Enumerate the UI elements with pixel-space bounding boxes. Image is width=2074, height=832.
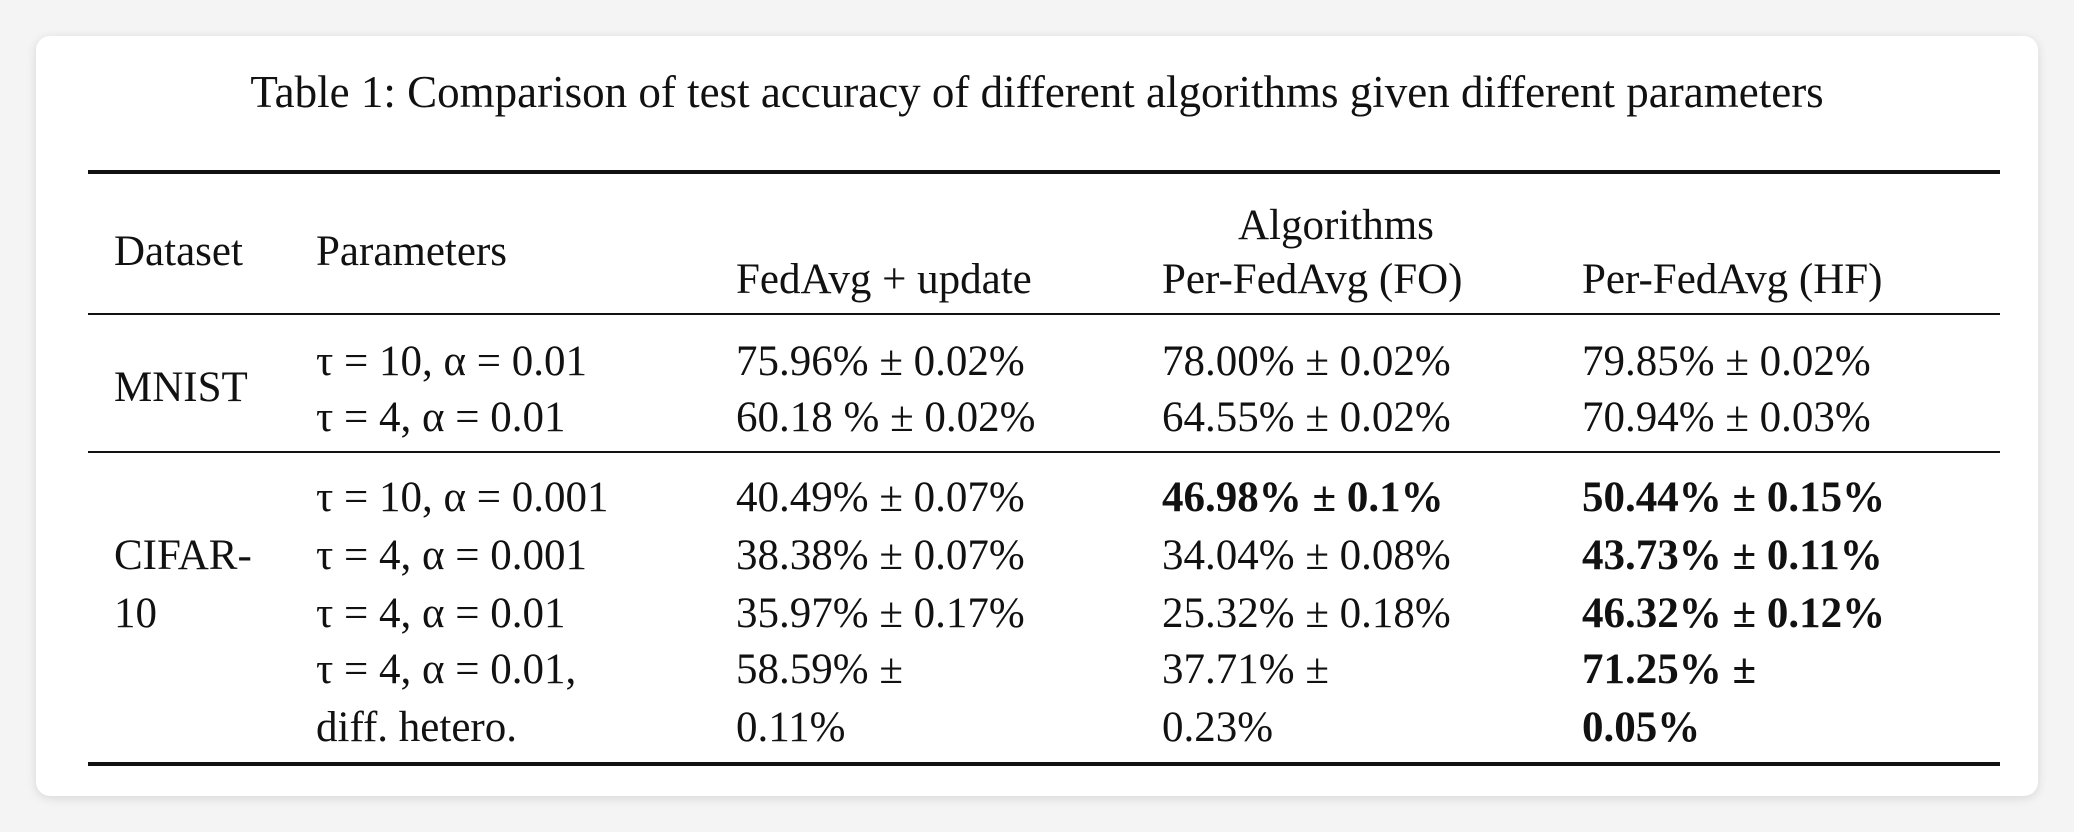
cifar-fo-row4-line1: 37.71% ± [1162, 646, 1329, 693]
mnist-cifar-rule [88, 451, 2000, 453]
cifar-hf-row4-line1: 71.25% ± [1582, 646, 1757, 693]
cifar-params-row4-line2: diff. hetero. [316, 704, 517, 751]
mnist-fedavg-row1: 75.96% ± 0.02% [736, 338, 1025, 385]
header-dataset: Dataset [114, 228, 243, 275]
cifar-fedavg-row1: 40.49% ± 0.07% [736, 474, 1025, 521]
mnist-params-row2: τ = 4, α = 0.01 [316, 394, 566, 441]
cifar-hf-row1: 50.44% ± 0.15% [1582, 474, 1886, 521]
cifar-fo-row1: 46.98% ± 0.1% [1162, 474, 1444, 521]
cifar-params-row1: τ = 10, α = 0.001 [316, 474, 609, 521]
cifar-fo-row3: 25.32% ± 0.18% [1162, 590, 1451, 637]
dataset-cifar-line1: CIFAR- [114, 532, 252, 579]
table-caption: Table 1: Comparison of test accuracy of … [250, 67, 1824, 117]
header-parameters: Parameters [316, 228, 508, 275]
dataset-cifar-line2: 10 [114, 590, 157, 637]
cifar-fo-row2: 34.04% ± 0.08% [1162, 532, 1451, 579]
top-rule [88, 170, 2000, 174]
bottom-rule [88, 762, 2000, 766]
mnist-hf-row1: 79.85% ± 0.02% [1582, 338, 1871, 385]
header-algorithm-hf: Per-FedAvg (HF) [1582, 256, 1883, 303]
cifar-fo-row4-line2: 0.23% [1162, 704, 1274, 751]
cifar-fedavg-row4-line2: 0.11% [736, 704, 846, 751]
header-rule [88, 313, 2000, 315]
mnist-params-row1: τ = 10, α = 0.01 [316, 338, 588, 385]
mnist-fo-row1: 78.00% ± 0.02% [1162, 338, 1451, 385]
mnist-hf-row2: 70.94% ± 0.03% [1582, 394, 1871, 441]
cifar-params-row2: τ = 4, α = 0.001 [316, 532, 588, 579]
cifar-fedavg-row4-line1: 58.59% ± [736, 646, 903, 693]
header-algorithms-group: Algorithms [1238, 202, 1434, 249]
header-algorithm-fo: Per-FedAvg (FO) [1162, 256, 1463, 303]
cifar-params-row3: τ = 4, α = 0.01 [316, 590, 566, 637]
cifar-hf-row2: 43.73% ± 0.11% [1582, 532, 1883, 579]
cifar-hf-row3: 46.32% ± 0.12% [1582, 590, 1886, 637]
table-card: Table 1: Comparison of test accuracy of … [36, 36, 2038, 796]
cifar-fedavg-row3: 35.97% ± 0.17% [736, 590, 1025, 637]
header-algorithm-fedavg: FedAvg + update [736, 256, 1032, 303]
cifar-hf-row4-line2: 0.05% [1582, 704, 1701, 751]
dataset-mnist: MNIST [114, 364, 248, 411]
mnist-fedavg-row2: 60.18 % ± 0.02% [736, 394, 1036, 441]
cifar-fedavg-row2: 38.38% ± 0.07% [736, 532, 1025, 579]
cifar-params-row4-line1: τ = 4, α = 0.01, [316, 646, 577, 693]
mnist-fo-row2: 64.55% ± 0.02% [1162, 394, 1451, 441]
